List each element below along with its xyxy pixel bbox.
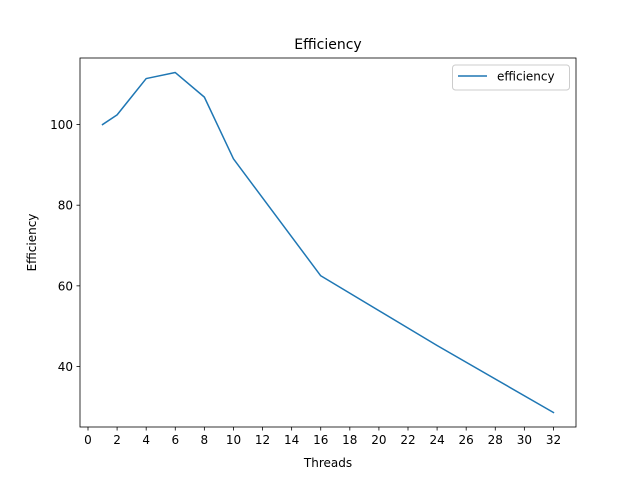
x-tick-label: 12 — [255, 433, 270, 447]
x-tick-label: 4 — [142, 433, 150, 447]
x-axis-label: Threads — [303, 456, 352, 470]
axes-border — [79, 57, 577, 428]
x-tick-label: 30 — [517, 433, 532, 447]
x-tick-label: 14 — [284, 433, 299, 447]
x-axis-ticks: 0 2 4 6 8 10 12 14 16 18 20 22 24 26 28 30 32 — [84, 427, 561, 447]
x-tick-label: 0 — [84, 433, 92, 447]
y-axis-ticks: 40 60 80 100 — [50, 118, 80, 374]
x-tick-label: 28 — [488, 433, 503, 447]
series-layer — [101, 71, 555, 414]
y-tick-label: 80 — [58, 199, 73, 213]
x-tick-label: 26 — [459, 433, 474, 447]
x-tick-label: 8 — [201, 433, 209, 447]
x-tick-label: 10 — [226, 433, 241, 447]
legend: efficiency — [452, 64, 570, 91]
axes-frame — [79, 57, 577, 428]
y-tick-label: 40 — [58, 360, 73, 374]
legend-label-efficiency: efficiency — [497, 70, 555, 84]
x-tick-label: 22 — [400, 433, 415, 447]
x-tick-label: 24 — [429, 433, 444, 447]
plot-area — [80, 58, 576, 427]
chart-title: Efficiency — [294, 37, 361, 53]
y-axis-label: Efficiency — [25, 214, 39, 272]
legend-box — [452, 64, 570, 91]
x-tick-label: 32 — [546, 433, 561, 447]
x-tick-label: 20 — [371, 433, 386, 447]
x-tick-label: 6 — [171, 433, 179, 447]
x-tick-label: 2 — [113, 433, 121, 447]
y-tick-label: 100 — [50, 118, 73, 132]
series-line-efficiency — [101, 71, 555, 414]
x-tick-label: 18 — [342, 433, 357, 447]
x-tick-label: 16 — [313, 433, 328, 447]
y-tick-label: 60 — [58, 279, 73, 293]
